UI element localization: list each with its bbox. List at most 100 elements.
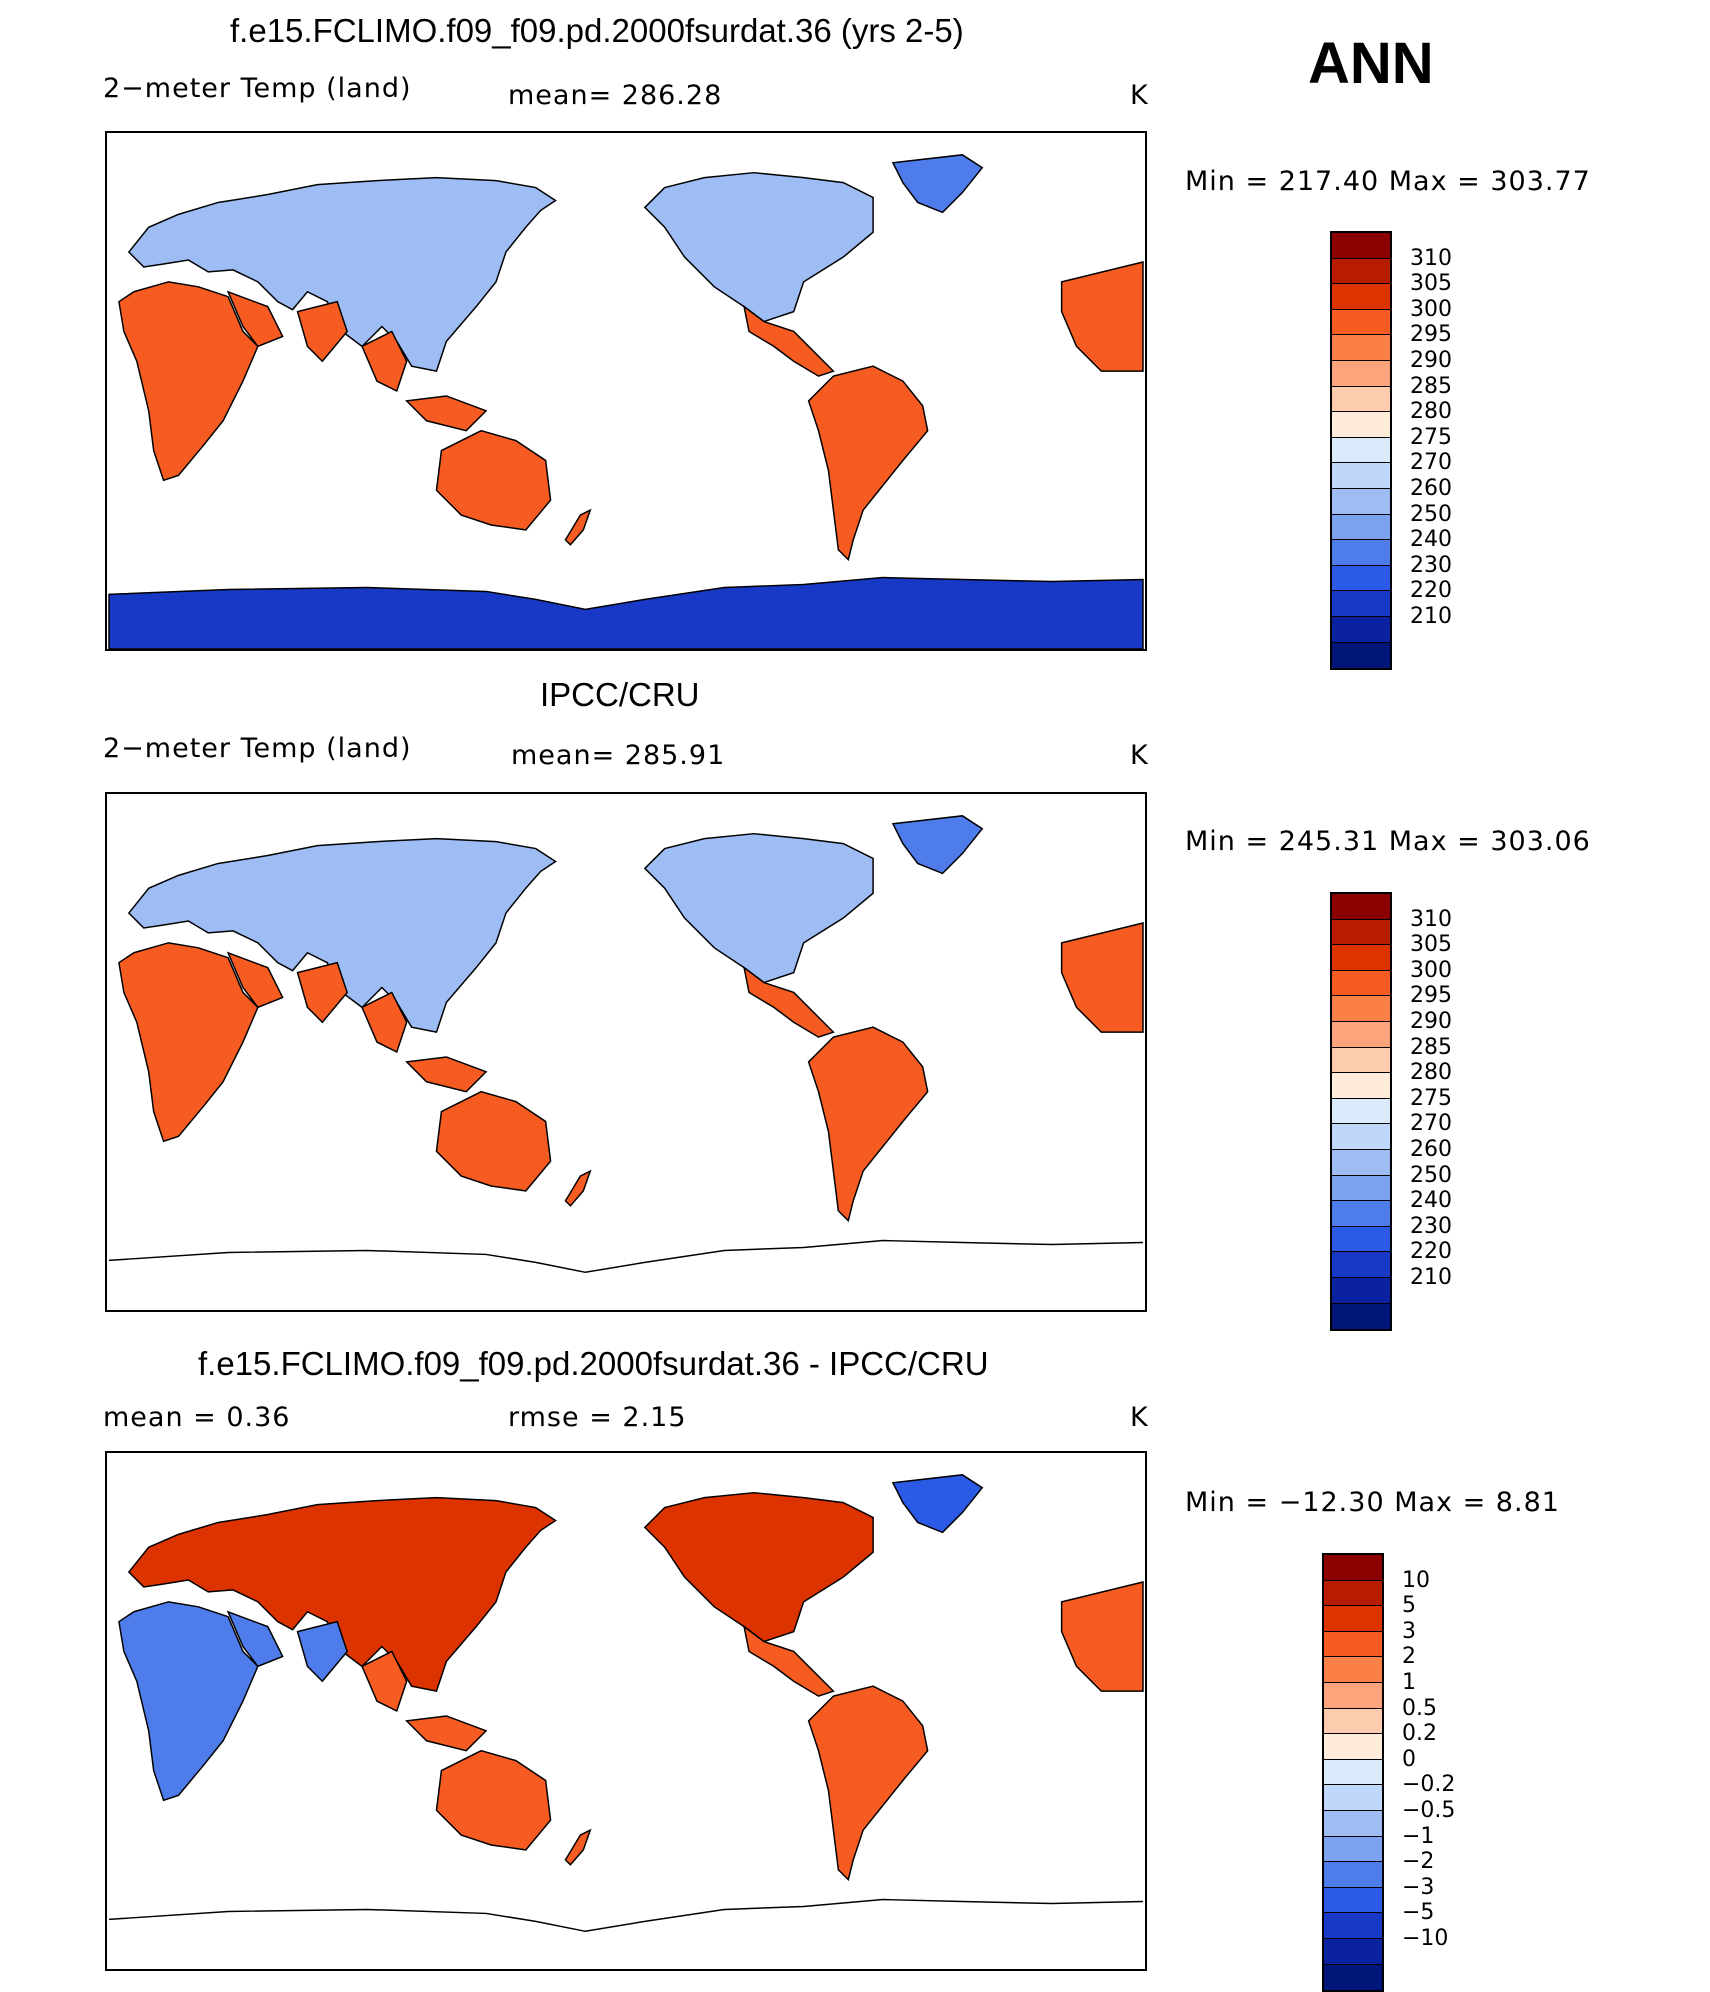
colorbar-swatch xyxy=(1332,1021,1390,1048)
landmass-africa xyxy=(118,942,259,1143)
colorbar-level-label: 250 xyxy=(1410,501,1452,527)
colorbar-level-label: 305 xyxy=(1410,932,1452,958)
landmass-australia xyxy=(435,1749,552,1851)
colorbar-level-label: 285 xyxy=(1410,1034,1452,1060)
landmass-eurasia xyxy=(127,1496,557,1693)
colorbar-level-label: −0.2 xyxy=(1402,1772,1456,1798)
panel-3-minmax: Min = −12.30 Max = 8.81 xyxy=(1185,1487,1560,1518)
colorbar-swatch xyxy=(1324,1555,1382,1581)
colorbar-swatch xyxy=(1332,1226,1390,1253)
colorbar-swatch xyxy=(1332,258,1390,285)
colorbar-level-label: 260 xyxy=(1410,476,1452,501)
colorbar-swatch xyxy=(1332,514,1390,541)
colorbar-swatch xyxy=(1324,1580,1382,1607)
colorbar-level-label: 230 xyxy=(1410,1213,1452,1239)
colorbar-swatch xyxy=(1332,360,1390,387)
colorbar-level-label: 305 xyxy=(1410,271,1452,297)
landmass-nz xyxy=(564,1169,592,1207)
colorbar-swatch xyxy=(1324,1606,1382,1632)
landmass-nz xyxy=(564,508,592,546)
colorbar-swatch xyxy=(1332,488,1390,515)
landmass-antarctica xyxy=(108,576,1144,649)
colorbar-level-label: −5 xyxy=(1402,1900,1435,1926)
antarctica-coastline xyxy=(108,1239,1144,1274)
colorbar-level-label: 0.5 xyxy=(1402,1695,1437,1721)
colorbar-swatch xyxy=(1332,1047,1390,1074)
colorbar-swatch xyxy=(1324,1657,1382,1683)
panel-1-variable-label: 2−meter Temp (land) xyxy=(103,73,412,104)
landmass-n-america xyxy=(643,1491,874,1643)
landmass-australia xyxy=(435,429,552,531)
colorbar-swatch xyxy=(1332,1201,1390,1227)
colorbar-level-label: 240 xyxy=(1410,527,1452,553)
colorbar-level-label: 5 xyxy=(1402,1593,1416,1619)
colorbar-level-label: 280 xyxy=(1410,399,1452,425)
colorbar-level-label: 10 xyxy=(1402,1567,1430,1593)
landmass-nz xyxy=(564,1828,592,1866)
colorbar-swatch xyxy=(1332,437,1390,464)
colorbar-swatch xyxy=(1332,1149,1390,1176)
landmass-s-america xyxy=(807,1685,929,1882)
panel-1-mean-label: mean= 286.28 xyxy=(508,80,723,111)
landmass-w-africa-edge xyxy=(1060,1581,1144,1692)
panel-2-mean-label: mean= 285.91 xyxy=(511,740,726,771)
landmass-arabia-india xyxy=(226,1610,348,1683)
panel-1-units: K xyxy=(1130,80,1149,111)
colorbar-swatch xyxy=(1324,1734,1382,1760)
panel-1-minmax: Min = 217.40 Max = 303.77 xyxy=(1185,166,1591,197)
colorbar-swatch xyxy=(1332,970,1390,997)
colorbar-level-label: −2 xyxy=(1402,1849,1435,1875)
colorbar-swatch xyxy=(1324,1964,1382,1991)
colorbar-level-label: 310 xyxy=(1410,906,1452,932)
landmass-greenland xyxy=(891,154,984,214)
antarctica-coastline xyxy=(108,1898,1144,1933)
colorbar-level-label: 300 xyxy=(1410,296,1452,322)
colorbar-level-label: 295 xyxy=(1410,983,1452,1009)
colorbar-level-label: 3 xyxy=(1402,1618,1416,1644)
colorbar-swatch xyxy=(1332,894,1390,920)
colorbar-swatch xyxy=(1332,1277,1390,1304)
colorbar-swatch xyxy=(1332,642,1390,669)
landmass-eurasia xyxy=(127,176,557,373)
colorbar-swatch xyxy=(1332,1124,1390,1150)
landmass-c-america xyxy=(742,965,835,1038)
landmass-greenland xyxy=(891,1474,984,1534)
colorbar-level-label: −1 xyxy=(1402,1823,1435,1849)
landmass-africa xyxy=(118,281,259,482)
panel-1-title: f.e15.FCLIMO.f09_f09.pd.2000fsurdat.36 (… xyxy=(230,12,964,49)
colorbar-swatch xyxy=(1332,1252,1390,1278)
colorbar-level-label: 260 xyxy=(1410,1137,1452,1162)
panel-3-title: f.e15.FCLIMO.f09_f09.pd.2000fsurdat.36 -… xyxy=(198,1345,989,1382)
colorbar-swatch xyxy=(1332,463,1390,489)
landmass-se-asia xyxy=(361,991,488,1093)
colorbar-level-label: 220 xyxy=(1410,578,1452,604)
colorbar-level-label: 210 xyxy=(1410,1265,1452,1290)
panel-2-minmax: Min = 245.31 Max = 303.06 xyxy=(1185,826,1591,857)
colorbar-swatch xyxy=(1332,284,1390,310)
colorbar-level-label: 290 xyxy=(1410,1009,1452,1034)
colorbar-swatch xyxy=(1332,996,1390,1022)
landmass-se-asia xyxy=(361,330,488,432)
colorbar-swatch xyxy=(1332,335,1390,361)
colorbar-swatch xyxy=(1332,309,1390,336)
colorbar-level-label: −10 xyxy=(1402,1926,1449,1951)
panel-3-units: K xyxy=(1130,1402,1149,1433)
colorbar-swatch xyxy=(1332,945,1390,971)
panel-2-map xyxy=(105,792,1147,1312)
season-label: ANN xyxy=(1308,31,1434,96)
panel-3-rmse-label: rmse = 2.15 xyxy=(508,1402,687,1433)
colorbar-level-label: 1 xyxy=(1402,1670,1416,1695)
landmass-arabia-india xyxy=(226,290,348,363)
colorbar-swatch xyxy=(1332,1098,1390,1125)
colorbar-swatch xyxy=(1324,1682,1382,1709)
colorbar-swatch xyxy=(1324,1862,1382,1888)
colorbar-swatch xyxy=(1332,1175,1390,1202)
colorbar-level-label: 300 xyxy=(1410,957,1452,983)
panel-2-variable-label: 2−meter Temp (land) xyxy=(103,733,412,764)
landmass-c-america xyxy=(742,304,835,377)
colorbar-swatch xyxy=(1324,1759,1382,1786)
colorbar-level-label: 0 xyxy=(1402,1746,1416,1772)
colorbar-swatch xyxy=(1332,233,1390,259)
panel-1-colorbar xyxy=(1330,231,1392,671)
landmass-s-america xyxy=(807,1026,929,1223)
